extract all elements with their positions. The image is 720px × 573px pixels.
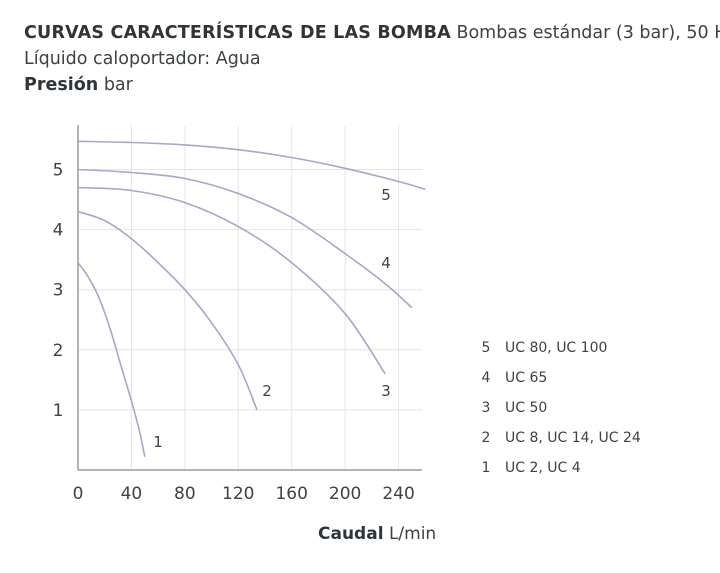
legend-number-3: 3 xyxy=(482,400,491,416)
legend-number-5: 5 xyxy=(482,340,491,356)
curve-series-2 xyxy=(77,210,258,411)
x-tick-label: 40 xyxy=(121,484,143,504)
legend-entry-4: UC 65 xyxy=(505,370,547,386)
x-tick-label: 160 xyxy=(275,484,307,504)
legend-number-2: 2 xyxy=(482,430,491,446)
y-axis-label-unit: bar xyxy=(103,75,133,95)
legend-entry-5: UC 80, UC 100 xyxy=(505,340,607,356)
curve-series-4 xyxy=(77,168,413,309)
x-tick-label: 240 xyxy=(382,484,414,504)
chart-title-rest: Bombas estándar (3 bar), 50 Hz; xyxy=(456,23,720,43)
y-tick-label: 1 xyxy=(53,401,64,421)
legend-entry-3: UC 50 xyxy=(505,400,547,416)
curve-label-3: 3 xyxy=(381,382,391,400)
y-tick-label: 3 xyxy=(53,281,64,301)
x-axis-label-unit: L/min xyxy=(388,524,437,544)
grid xyxy=(78,125,422,470)
curve-series-1 xyxy=(77,262,146,457)
chart-subtitle: Líquido caloportador: Agua xyxy=(24,49,261,69)
curve-label-2: 2 xyxy=(262,382,272,400)
y-tick-label: 2 xyxy=(53,341,64,361)
legend-entry-1: UC 2, UC 4 xyxy=(505,460,581,476)
x-tick-label: 80 xyxy=(174,484,196,504)
y-axis-label: Presión bar xyxy=(24,72,714,98)
curve-series-5 xyxy=(77,140,426,191)
y-tick-label: 4 xyxy=(53,221,64,241)
x-tick-label: 120 xyxy=(222,484,254,504)
curve-series-3 xyxy=(77,186,386,375)
title-line: CURVAS CARACTERÍSTICAS DE LAS BOMBA Bomb… xyxy=(24,20,720,46)
x-axis-label: Caudal L/min xyxy=(318,524,436,544)
curve-label-5: 5 xyxy=(381,186,391,204)
x-axis-label-name: Caudal xyxy=(318,524,384,544)
legend-entry-2: UC 8, UC 14, UC 24 xyxy=(505,430,641,446)
curve-label-1: 1 xyxy=(153,433,163,451)
y-tick-label: 5 xyxy=(53,161,64,181)
legend: 5 UC 80, UC 100 4 UC 65 3 UC 50 2 UC 8, UC 14, … xyxy=(482,340,641,476)
x-tick-label: 200 xyxy=(329,484,361,504)
y-axis-label-name: Presión xyxy=(24,75,99,95)
chart-header: CURVAS CARACTERÍSTICAS DE LAS BOMBA Bomb… xyxy=(24,20,720,98)
legend-number-4: 4 xyxy=(482,370,491,386)
x-tick-label: 0 xyxy=(73,484,84,504)
curve-label-4: 4 xyxy=(381,254,391,272)
chart-title: CURVAS CARACTERÍSTICAS DE LAS BOMBA xyxy=(24,23,451,43)
legend-number-1: 1 xyxy=(482,460,491,476)
